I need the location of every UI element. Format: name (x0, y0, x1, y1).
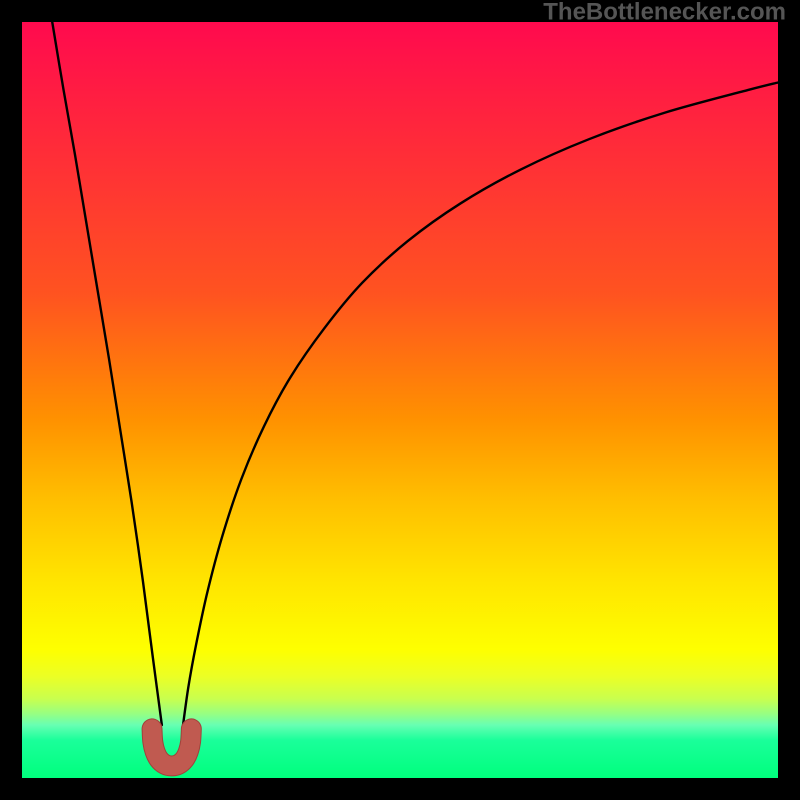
chart-frame: TheBottlenecker.com (0, 0, 800, 800)
gradient-background (22, 22, 778, 778)
watermark-text: TheBottlenecker.com (543, 0, 786, 26)
